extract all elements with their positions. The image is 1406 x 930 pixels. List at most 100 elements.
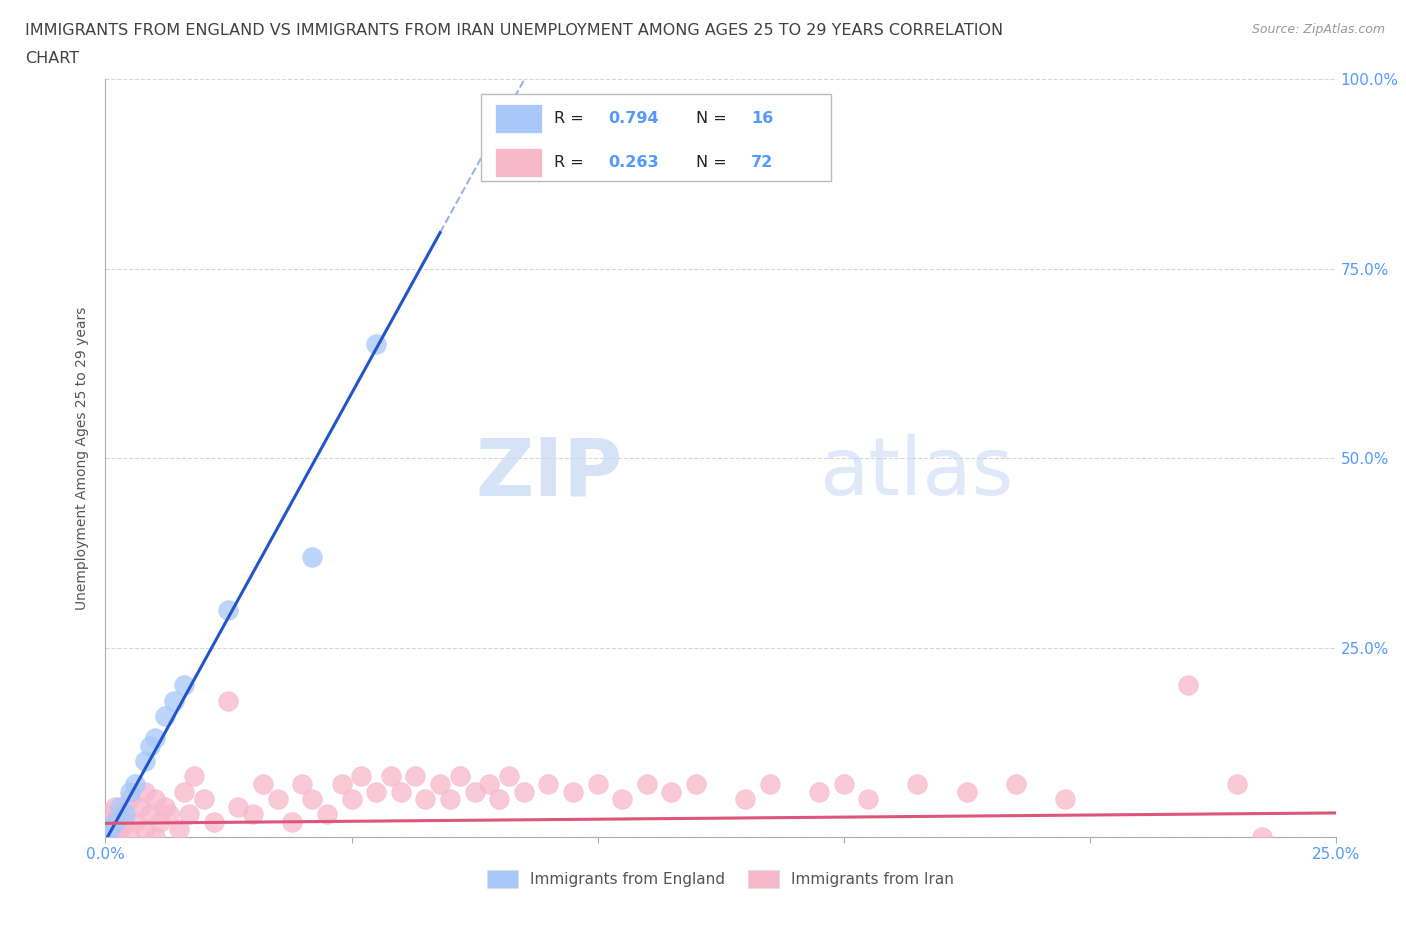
Text: Source: ZipAtlas.com: Source: ZipAtlas.com [1251,23,1385,36]
Point [153,709,176,724]
Point [143,830,166,844]
Point [173,678,195,693]
Point [415,791,437,806]
Point [907,777,929,791]
Point [143,791,166,806]
Point [120,830,141,844]
Point [340,791,363,806]
Point [104,830,127,844]
Point [94,822,117,837]
Point [183,769,205,784]
Point [94,830,117,844]
Point [1004,777,1026,791]
Text: 0.263: 0.263 [609,154,659,169]
Point [405,769,427,784]
Point [478,777,501,791]
Point [291,777,314,791]
Point [143,731,166,746]
Point [202,815,225,830]
Point [449,769,471,784]
Point [330,777,353,791]
Text: IMMIGRANTS FROM ENGLAND VS IMMIGRANTS FROM IRAN UNEMPLOYMENT AMONG AGES 25 TO 29: IMMIGRANTS FROM ENGLAND VS IMMIGRANTS FR… [25,23,1004,38]
Point [149,815,172,830]
Point [956,784,979,799]
Point [315,807,337,822]
Point [513,784,536,799]
Point [134,753,156,768]
Point [228,799,250,814]
Point [562,784,585,799]
Point [110,822,132,837]
Point [281,815,304,830]
Point [193,791,215,806]
Point [1054,791,1077,806]
Point [267,791,290,806]
Point [734,791,756,806]
Point [98,822,122,837]
Point [134,822,156,837]
Point [110,799,132,814]
Point [636,777,658,791]
Point [114,815,136,830]
Text: ZIP: ZIP [475,434,621,512]
Point [218,693,240,708]
Point [366,784,388,799]
Point [366,337,388,352]
Point [252,777,274,791]
FancyBboxPatch shape [481,94,831,181]
Point [242,807,264,822]
Point [173,784,195,799]
Point [153,799,176,814]
Point [124,777,146,791]
Point [120,784,141,799]
Text: 72: 72 [751,154,773,169]
Text: N =: N = [696,111,733,126]
Text: 16: 16 [751,111,773,126]
Point [129,799,152,814]
Point [464,784,486,799]
Point [104,799,127,814]
Point [114,807,136,822]
Point [1177,678,1199,693]
Point [380,769,402,784]
Point [586,777,609,791]
Point [610,791,633,806]
Point [218,603,240,618]
Text: 0.794: 0.794 [609,111,659,126]
Text: atlas: atlas [818,434,1014,512]
FancyBboxPatch shape [495,148,543,177]
Point [429,777,451,791]
Point [661,784,683,799]
Point [759,777,782,791]
Point [163,693,186,708]
Point [832,777,855,791]
Point [498,769,520,784]
Legend: Immigrants from England, Immigrants from Iran: Immigrants from England, Immigrants from… [481,864,960,894]
Point [104,815,127,830]
Point [439,791,461,806]
Point [858,791,880,806]
Point [1251,830,1274,844]
Text: R =: R = [554,111,589,126]
Point [98,830,122,844]
Point [807,784,830,799]
FancyBboxPatch shape [495,104,543,133]
Y-axis label: Unemployment Among Ages 25 to 29 years: Unemployment Among Ages 25 to 29 years [76,306,90,610]
Point [1226,777,1249,791]
Point [488,791,510,806]
Point [389,784,412,799]
Point [350,769,373,784]
Text: R =: R = [554,154,589,169]
Point [685,777,707,791]
Point [124,815,146,830]
Point [94,807,117,822]
Point [120,791,141,806]
Point [110,807,132,822]
Text: N =: N = [696,154,733,169]
Point [537,777,560,791]
Point [134,784,156,799]
Text: CHART: CHART [25,51,79,66]
Point [138,807,162,822]
Point [159,807,180,822]
Point [98,815,122,830]
